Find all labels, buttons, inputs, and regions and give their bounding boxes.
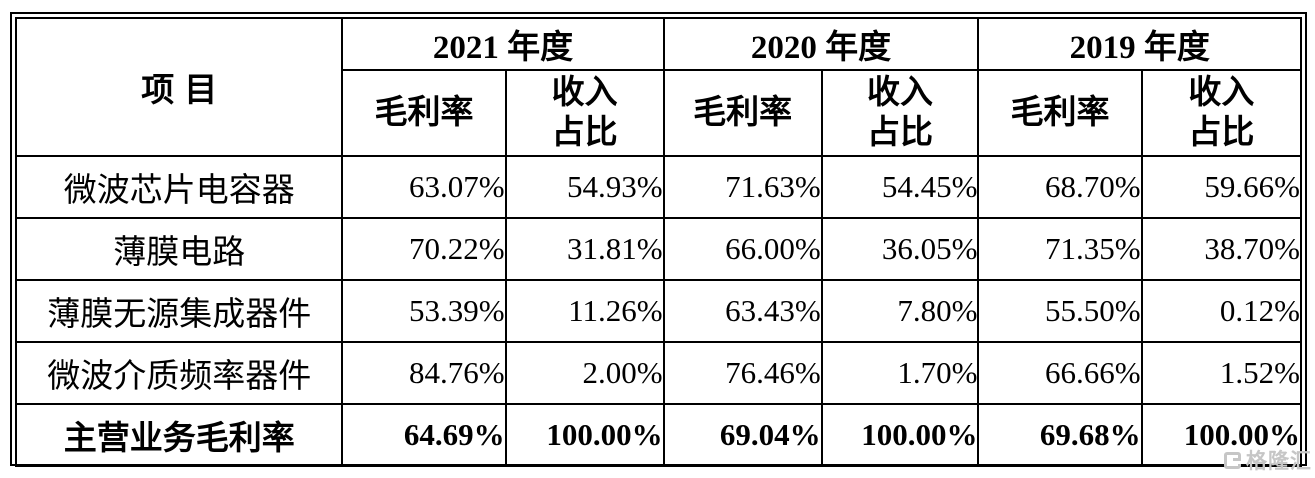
col-header-item: 项目 [14,17,344,157]
row-item-label: 微波介质频率器件 [14,341,344,405]
cell-2019-margin: 68.70% [977,155,1143,219]
gelonghui-logo-icon [1224,451,1241,469]
table-row-total-main-business-margin: 主营业务毛利率 64.69% 100.00% 69.04% 100.00% 69… [14,403,1303,467]
cell-2021-share: 54.93% [504,155,665,219]
share-label-line2: 占比 [1188,115,1255,151]
cell-2020-margin: 71.63% [662,155,823,219]
share-label-line1: 收入 [1188,75,1255,111]
cell-2021-margin: 84.76% [341,341,507,405]
cell-2020-margin: 76.46% [662,341,823,405]
cell-2020-share: 7.80% [820,279,980,343]
share-label-line2: 占比 [867,115,934,151]
share-label-line1: 收入 [551,75,618,111]
cell-2019-share: 100.00% [1140,403,1303,467]
col-header-share-2021: 收入 占比 [504,69,665,157]
cell-2020-share: 54.45% [820,155,980,219]
cell-2020-margin: 63.43% [662,279,823,343]
cell-2021-margin: 70.22% [341,217,507,281]
financial-table: 项目 2021 年度 2020 年度 2019 年度 毛利率 收入 占比 毛利率… [14,17,1303,467]
col-group-2020: 2020 年度 [662,17,980,71]
cell-2020-share: 1.70% [820,341,980,405]
table-row-microwave-dielectric-frequency-components: 微波介质频率器件 84.76% 2.00% 76.46% 1.70% 66.66… [14,341,1303,405]
row-item-label: 薄膜无源集成器件 [14,279,344,343]
cell-2019-share: 38.70% [1140,217,1303,281]
col-header-margin-2020: 毛利率 [662,69,823,157]
table-row-thin-film-circuits: 薄膜电路 70.22% 31.81% 66.00% 36.05% 71.35% … [14,217,1303,281]
cell-2019-margin: 55.50% [977,279,1143,343]
gross-margin-table: 项目 2021 年度 2020 年度 2019 年度 毛利率 收入 占比 毛利率… [10,12,1307,467]
cell-2019-share: 1.52% [1140,341,1303,405]
row-item-label: 主营业务毛利率 [14,403,344,467]
col-header-margin-2021: 毛利率 [341,69,507,157]
share-label-line1: 收入 [867,75,934,111]
cell-2019-margin: 71.35% [977,217,1143,281]
cell-2020-margin: 66.00% [662,217,823,281]
col-header-margin-2019: 毛利率 [977,69,1143,157]
cell-2021-margin: 64.69% [341,403,507,467]
row-item-label: 微波芯片电容器 [14,155,344,219]
watermark-text: 格隆汇 [1246,450,1312,473]
cell-2019-margin: 69.68% [977,403,1143,467]
header-row-metrics: 毛利率 收入 占比 毛利率 收入 占比 毛利率 收入 占比 [16,69,1303,157]
cell-2021-margin: 53.39% [341,279,507,343]
cell-2021-share: 2.00% [504,341,665,405]
cell-2019-share: 59.66% [1140,155,1303,219]
table-row-microwave-chip-capacitors: 微波芯片电容器 63.07% 54.93% 71.63% 54.45% 68.7… [14,155,1303,219]
col-group-2019: 2019 年度 [977,17,1302,71]
cell-2020-share: 100.00% [820,403,980,467]
share-label-line2: 占比 [551,115,618,151]
cell-2020-share: 36.05% [820,217,980,281]
cell-2021-share: 100.00% [504,403,665,467]
table-row-thin-film-passive-components: 薄膜无源集成器件 53.39% 11.26% 63.43% 7.80% 55.5… [14,279,1303,343]
cell-2019-share: 0.12% [1140,279,1303,343]
cell-2021-margin: 63.07% [341,155,507,219]
col-group-2021: 2021 年度 [341,17,665,71]
cell-2020-margin: 69.04% [662,403,823,467]
col-header-share-2019: 收入 占比 [1140,69,1303,157]
watermark-gelonghui: 格隆汇 [1224,445,1312,475]
cell-2019-margin: 66.66% [977,341,1143,405]
cell-2021-share: 11.26% [504,279,665,343]
row-item-label: 薄膜电路 [14,217,344,281]
cell-2021-share: 31.81% [504,217,665,281]
col-header-share-2020: 收入 占比 [820,69,980,157]
header-row-years: 项目 2021 年度 2020 年度 2019 年度 [14,17,1302,157]
